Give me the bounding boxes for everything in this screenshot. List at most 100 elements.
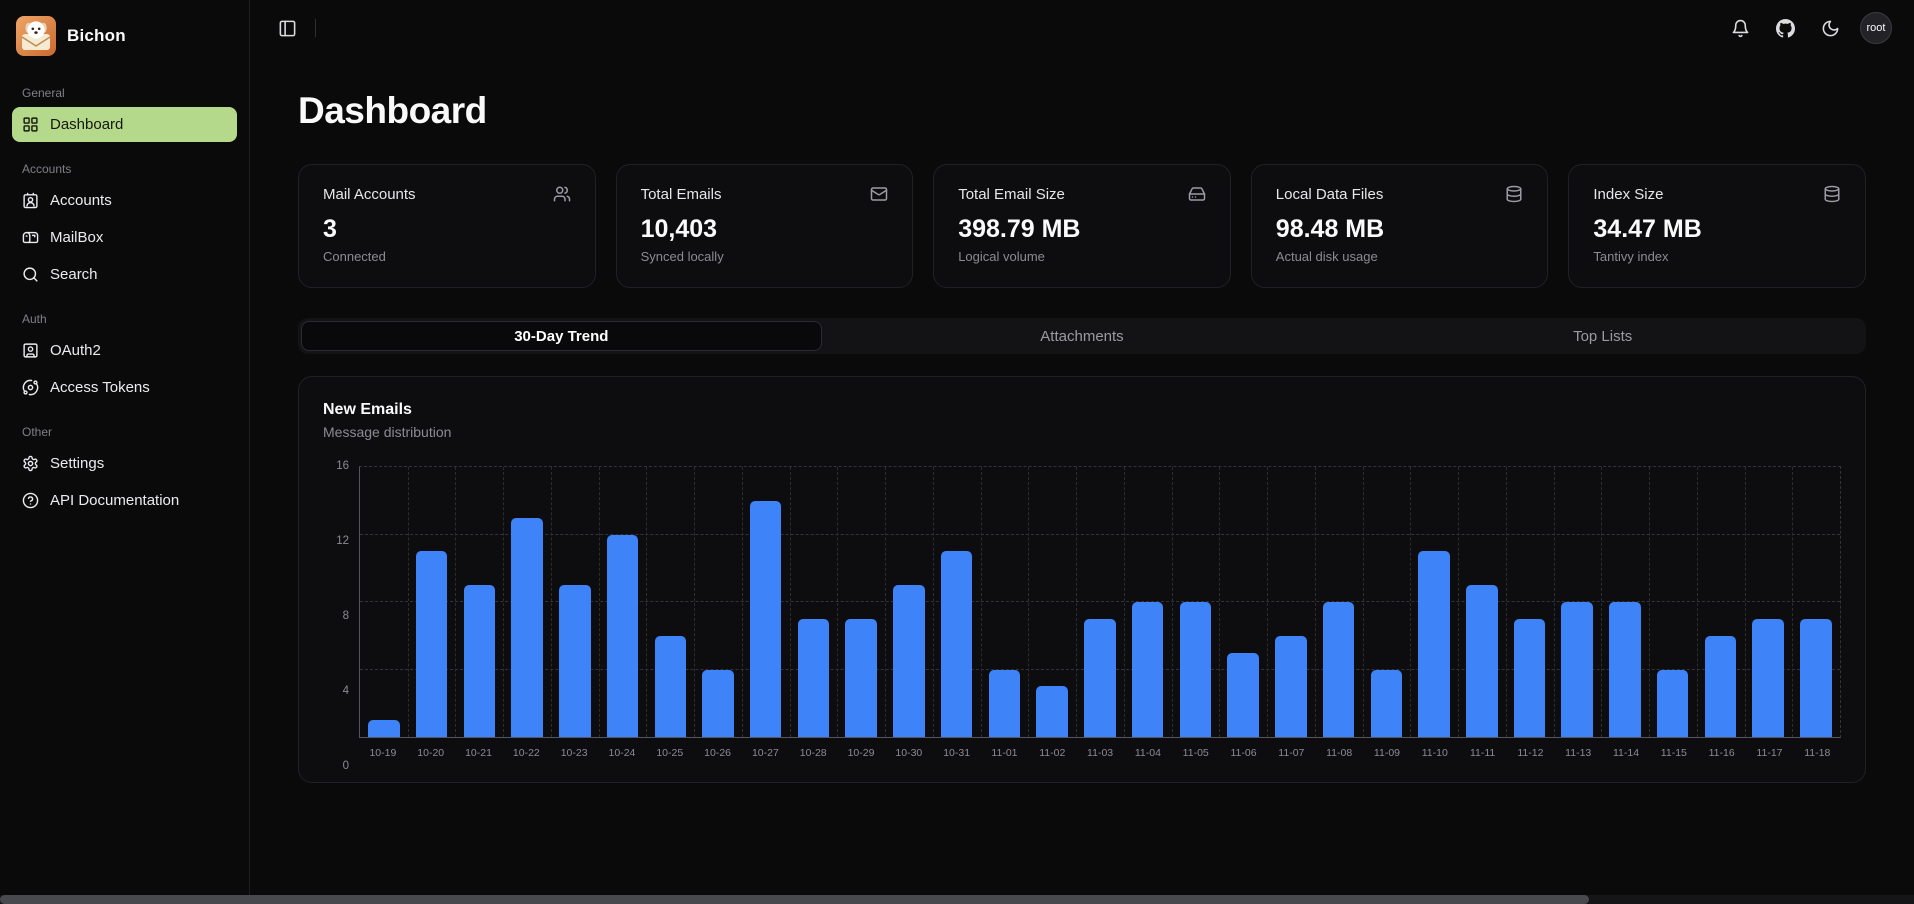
bar-11-18[interactable] <box>1792 467 1840 737</box>
tab-attachments[interactable]: Attachments <box>1040 327 1124 345</box>
sidebar-toggle-button[interactable] <box>272 13 303 44</box>
bar-11-13[interactable] <box>1553 467 1601 737</box>
x-tick-label: 10-24 <box>608 747 636 759</box>
bar-11-15[interactable] <box>1649 467 1697 737</box>
bar-10-26[interactable] <box>694 467 742 737</box>
sidebar-item-dashboard[interactable]: Dashboard <box>12 107 237 142</box>
stat-value: 34.47 MB <box>1593 215 1702 243</box>
bar-10-19[interactable] <box>360 467 408 737</box>
gridline-vertical <box>1553 467 1555 737</box>
bar-rect <box>559 585 591 737</box>
oauth-icon <box>22 342 39 359</box>
bar-10-23[interactable] <box>551 467 599 737</box>
nav-group-auth: Auth OAuth2 Access Tokens <box>12 306 237 405</box>
stat-card-total-email-size: Total Email Size 398.79 MB Logical volum… <box>933 164 1231 288</box>
gridline-vertical <box>1458 467 1460 737</box>
sidebar-item-access-tokens[interactable]: Access Tokens <box>12 370 237 405</box>
x-tick-label: 11-09 <box>1373 747 1400 759</box>
settings-icon <box>22 455 39 472</box>
bar-11-11[interactable] <box>1458 467 1506 737</box>
bar-11-16[interactable] <box>1697 467 1745 737</box>
bar-11-10[interactable] <box>1410 467 1458 737</box>
user-avatar[interactable]: root <box>1860 12 1892 44</box>
x-tick-label: 11-03 <box>1087 747 1114 759</box>
bar-10-25[interactable] <box>646 467 694 737</box>
bar-10-24[interactable] <box>599 467 647 737</box>
gridline-vertical <box>789 467 791 737</box>
bar-11-03[interactable] <box>1076 467 1124 737</box>
bar-10-21[interactable] <box>455 467 503 737</box>
bar-rect <box>797 618 830 737</box>
mail-icon <box>870 185 888 203</box>
bar-11-05[interactable] <box>1171 467 1219 737</box>
bar-rect <box>1656 669 1689 737</box>
bar-rect <box>1466 585 1498 737</box>
tab-30-day-trend[interactable]: 30-Day Trend <box>301 321 822 351</box>
bar-rect <box>1752 618 1784 737</box>
sidebar-item-search[interactable]: Search <box>12 257 237 292</box>
horizontal-scrollbar-thumb[interactable] <box>0 895 1589 904</box>
bar-11-04[interactable] <box>1124 467 1172 737</box>
bar-11-12[interactable] <box>1506 467 1554 737</box>
bars-row <box>360 467 1840 737</box>
bar-rect <box>1179 602 1212 737</box>
bar-11-09[interactable] <box>1362 467 1410 737</box>
x-tick-label: 11-18 <box>1804 747 1831 759</box>
bar-11-08[interactable] <box>1315 467 1363 737</box>
x-tick-label: 10-22 <box>512 747 540 759</box>
sidebar-item-settings[interactable]: Settings <box>12 446 237 481</box>
bar-11-14[interactable] <box>1601 467 1649 737</box>
bar-rect <box>1418 551 1450 737</box>
x-tick-label: 11-13 <box>1565 747 1592 759</box>
stat-label: Total Email Size <box>958 185 1065 203</box>
chart-title: New Emails <box>323 401 412 418</box>
gridline-vertical <box>1792 467 1794 737</box>
bar-rect <box>1609 602 1641 737</box>
bar-10-29[interactable] <box>837 467 885 737</box>
github-icon <box>1776 18 1795 38</box>
theme-toggle-button[interactable] <box>1815 13 1846 44</box>
bar-rect <box>940 551 973 737</box>
notifications-button[interactable] <box>1725 13 1756 44</box>
sidebar-item-oauth2[interactable]: OAuth2 <box>12 333 237 368</box>
bar-10-30[interactable] <box>885 467 933 737</box>
gridline-vertical <box>503 467 505 737</box>
bar-rect <box>1131 602 1164 737</box>
stat-label: Local Data Files <box>1275 185 1384 203</box>
bar-rect <box>463 585 496 737</box>
sidebar-item-mailbox[interactable]: MailBox <box>12 220 237 255</box>
nav-group-label: Auth <box>22 312 47 326</box>
sidebar-item-label: Settings <box>50 455 105 472</box>
bar-10-22[interactable] <box>503 467 551 737</box>
sidebar-item-label: OAuth2 <box>50 342 101 359</box>
x-tick-label: 11-01 <box>991 747 1018 759</box>
github-button[interactable] <box>1770 13 1801 44</box>
sidebar-item-api-documentation[interactable]: API Documentation <box>12 483 237 518</box>
bar-11-06[interactable] <box>1219 467 1267 737</box>
y-tick-label: 8 <box>342 610 349 622</box>
bar-10-20[interactable] <box>408 467 456 737</box>
bar-11-02[interactable] <box>1028 467 1076 737</box>
bar-11-17[interactable] <box>1744 467 1792 737</box>
bar-rect <box>511 517 543 737</box>
gridline-vertical <box>646 467 648 737</box>
bar-10-28[interactable] <box>790 467 838 737</box>
bar-11-07[interactable] <box>1267 467 1315 737</box>
gridline-vertical <box>407 467 409 737</box>
plot-area <box>359 466 1841 738</box>
tab-top-lists[interactable]: Top Lists <box>1573 327 1633 345</box>
dashboard-icon <box>22 116 39 133</box>
gridline-vertical <box>1219 467 1221 737</box>
bar-rect <box>1322 602 1355 737</box>
stat-card-index-size: Index Size 34.47 MB Tantivy index <box>1568 164 1866 288</box>
bar-11-01[interactable] <box>981 467 1029 737</box>
bar-10-31[interactable] <box>933 467 981 737</box>
gridline-vertical <box>1505 467 1507 737</box>
sidebar-item-accounts[interactable]: Accounts <box>12 183 237 218</box>
bar-rect <box>1800 618 1832 737</box>
stat-card-total-emails: Total Emails 10,403 Synced locally <box>615 164 914 288</box>
sidebar-item-label: Dashboard <box>50 116 124 133</box>
topbar: root <box>250 0 1914 56</box>
bar-10-27[interactable] <box>742 467 790 737</box>
stat-subtext: Tantivy index <box>1593 249 1669 264</box>
